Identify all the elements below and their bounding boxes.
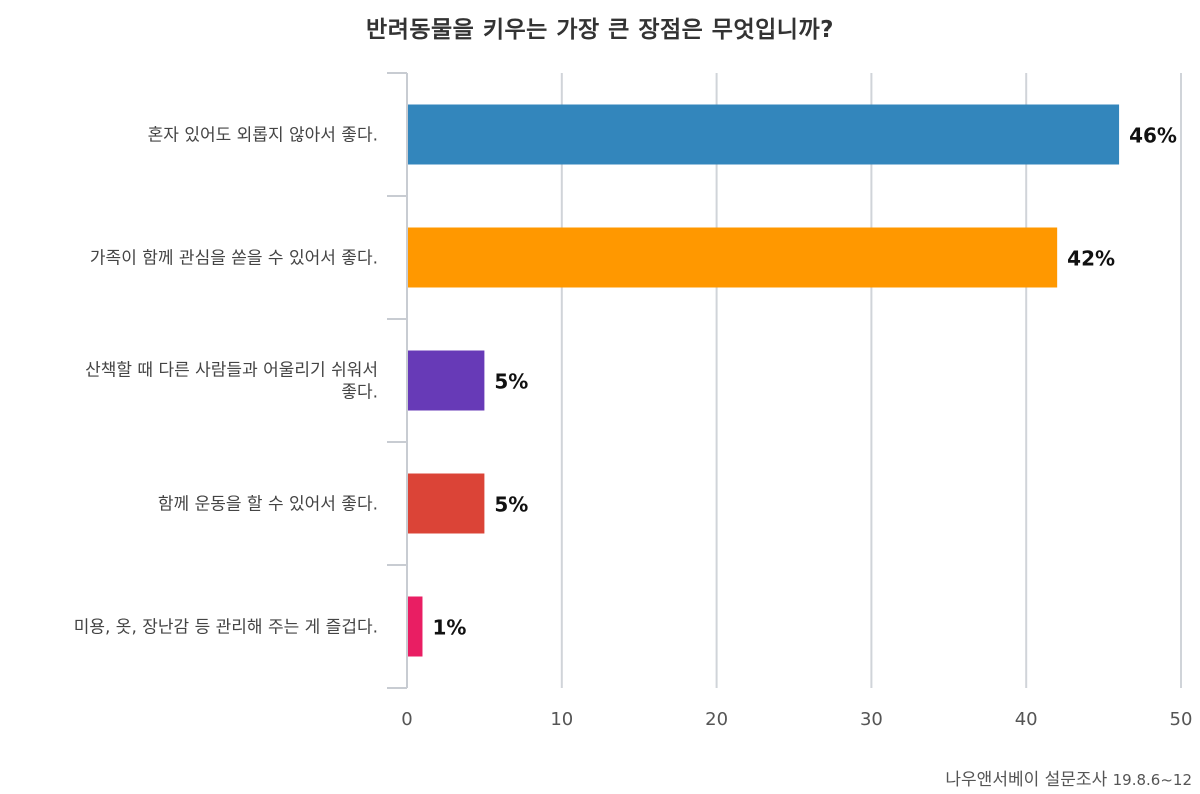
x-tick-label: 50: [1170, 709, 1193, 730]
data-label: 42%: [1067, 247, 1115, 271]
x-tick-label: 10: [550, 709, 573, 730]
category-label: 좋다.: [341, 383, 378, 403]
x-tick-label: 20: [705, 709, 728, 730]
bar: [408, 104, 1120, 165]
x-tick-label: 40: [1015, 709, 1038, 730]
category-label: 미용, 옷, 장난감 등 관리해 주는 게 즐겁다.: [74, 618, 378, 638]
x-tick-label: 30: [860, 709, 883, 730]
chart-title: 반려동물을 키우는 가장 큰 장점은 무엇입니까?: [366, 17, 834, 43]
source-date: 19.8.6~12: [1112, 771, 1192, 789]
bar: [408, 596, 423, 657]
x-tick-label: 0: [401, 709, 412, 730]
bar: [408, 350, 485, 411]
source-name: 나우앤서베이 설문조사: [945, 770, 1108, 790]
data-label: 46%: [1129, 124, 1177, 148]
category-label: 혼자 있어도 외롭지 않아서 좋다.: [148, 126, 378, 146]
bar: [408, 473, 485, 534]
data-label: 5%: [494, 493, 528, 517]
data-label: 5%: [494, 370, 528, 394]
data-label: 1%: [432, 616, 466, 640]
bar: [408, 227, 1058, 288]
survey-source: 나우앤서베이 설문조사 19.8.6~12: [945, 765, 1192, 790]
category-label: 함께 운동을 할 수 있어서 좋다.: [158, 495, 378, 515]
category-label: 산책할 때 다른 사람들과 어울리기 쉬워서: [85, 361, 378, 381]
category-label: 가족이 함께 관심을 쏟을 수 있어서 좋다.: [90, 249, 378, 269]
